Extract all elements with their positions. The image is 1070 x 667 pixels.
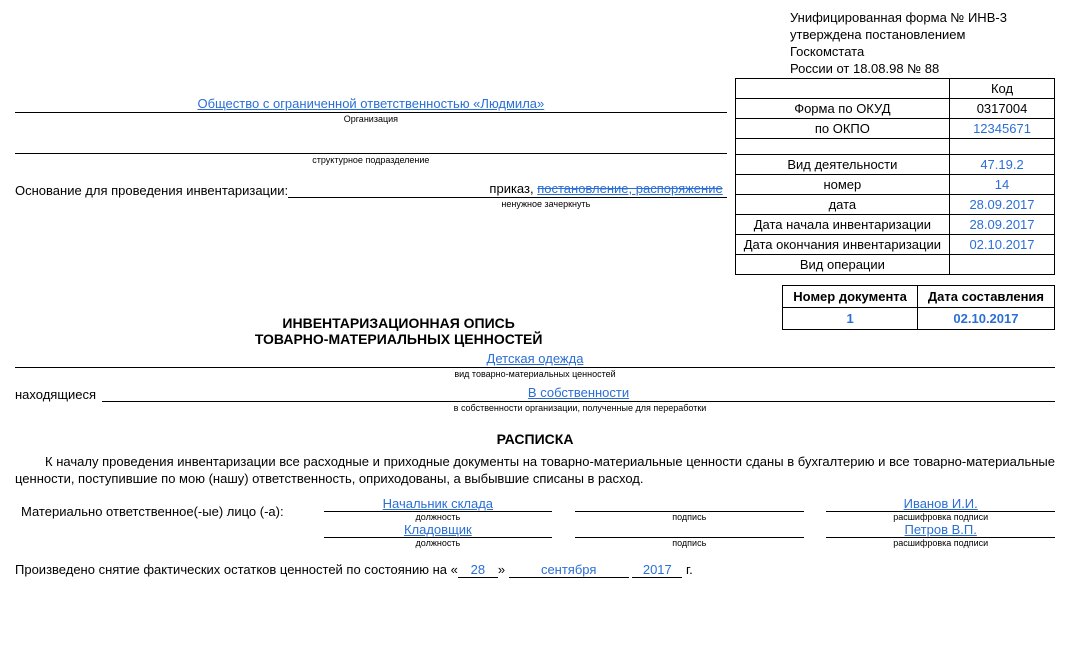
form-header: Унифицированная форма № ИНВ-3 утверждена…: [790, 10, 1055, 78]
name-2: Петров В.П.: [826, 522, 1055, 538]
tmv-where-label: находящиеся: [15, 387, 96, 402]
date-value: 28.09.2017: [950, 194, 1055, 214]
name-1: Иванов И.И.: [826, 496, 1055, 512]
end-value: 02.10.2017: [950, 234, 1055, 254]
okud-value: 0317004: [950, 98, 1055, 118]
receipt-title: РАСПИСКА: [15, 431, 1055, 447]
tmv-kind-sublabel: вид товарно-материальных ценностей: [15, 369, 1055, 379]
asof-line: Произведено снятие фактических остатков …: [15, 562, 1055, 578]
docdate-value: 02.10.2017: [917, 307, 1054, 329]
okpo-label: по ОКПО: [735, 118, 949, 138]
number-label: номер: [735, 174, 949, 194]
start-value: 28.09.2017: [950, 214, 1055, 234]
header-line: Унифицированная форма № ИНВ-3: [790, 10, 1055, 27]
receipt-text: К началу проведения инвентаризации все р…: [15, 453, 1055, 488]
date-label: дата: [735, 194, 949, 214]
codes-table: Код Форма по ОКУД0317004 по ОКПО12345671…: [735, 78, 1055, 275]
document-title-2: ТОВАРНО-МАТЕРИАЛЬНЫХ ЦЕННОСТЕЙ: [15, 331, 782, 347]
basis-field: приказ, постановление, распоряжение: [288, 181, 727, 198]
basis-label: Основание для проведения инвентаризации:: [15, 183, 288, 198]
document-number-table: Номер документа Дата составления 1 02.10…: [782, 285, 1055, 330]
position-1: Начальник склада: [324, 496, 553, 512]
code-header: Код: [950, 78, 1055, 98]
docdate-header: Дата составления: [917, 285, 1054, 307]
position-2: Кладовщик: [324, 522, 553, 538]
op-label: Вид операции: [735, 254, 949, 274]
header-line: Госкомстата: [790, 44, 1055, 61]
header-line: утверждена постановлением: [790, 27, 1055, 44]
document-title-1: ИНВЕНТАРИЗАЦИОННАЯ ОПИСЬ: [15, 315, 782, 331]
department-field: [15, 138, 727, 154]
activity-value: 47.19.2: [950, 154, 1055, 174]
responsible-label: Материально ответственное(-ые) лицо (-а)…: [15, 496, 324, 548]
organization-field: Общество с ограниченной ответственностью…: [15, 96, 727, 113]
end-label: Дата окончания инвентаризации: [735, 234, 949, 254]
activity-label: Вид деятельности: [735, 154, 949, 174]
header-line: России от 18.08.98 № 88: [790, 61, 1055, 78]
organization-sublabel: Организация: [15, 114, 727, 124]
tmv-where-field: В собственности: [102, 385, 1055, 402]
tmv-kind-field: Детская одежда: [15, 351, 1055, 368]
okud-label: Форма по ОКУД: [735, 98, 949, 118]
start-label: Дата начала инвентаризации: [735, 214, 949, 234]
asof-year: 2017: [632, 562, 682, 578]
okpo-value: 12345671: [950, 118, 1055, 138]
basis-sublabel: ненужное зачеркнуть: [365, 199, 727, 209]
op-value: [950, 254, 1055, 274]
signatures-table: Материально ответственное(-ые) лицо (-а)…: [15, 496, 1055, 548]
docnum-value: 1: [783, 307, 918, 329]
department-sublabel: структурное подразделение: [15, 155, 727, 165]
signature-1: [575, 496, 804, 512]
tmv-where-sublabel: в собственности организации, полученные …: [105, 403, 1055, 413]
signature-2: [575, 522, 804, 538]
asof-day: 28: [458, 562, 498, 578]
asof-month: сентября: [509, 562, 629, 578]
number-value: 14: [950, 174, 1055, 194]
docnum-header: Номер документа: [783, 285, 918, 307]
